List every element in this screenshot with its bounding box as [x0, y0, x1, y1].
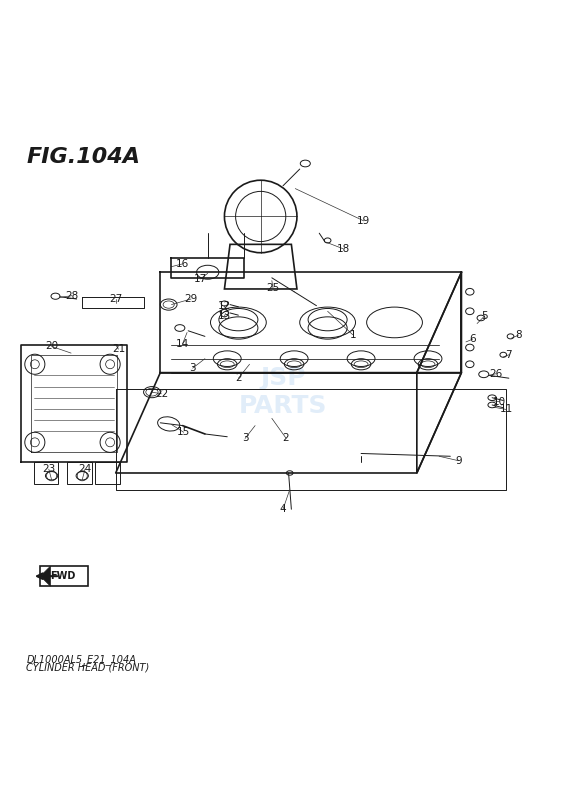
Text: 18: 18 [337, 244, 350, 254]
Text: 4: 4 [280, 505, 286, 514]
Text: JSP
PARTS: JSP PARTS [239, 366, 327, 418]
Polygon shape [40, 566, 50, 586]
Text: 5: 5 [482, 311, 488, 320]
Text: 24: 24 [79, 464, 92, 474]
Text: 6: 6 [469, 334, 476, 344]
Text: 3: 3 [242, 433, 248, 444]
Text: 29: 29 [185, 294, 198, 304]
Text: 7: 7 [505, 350, 512, 360]
Text: 14: 14 [176, 339, 189, 348]
Text: 22: 22 [155, 388, 168, 399]
Text: 15: 15 [177, 427, 190, 437]
Text: 8: 8 [515, 330, 522, 340]
Text: 3: 3 [190, 363, 196, 373]
Text: 13: 13 [218, 312, 231, 321]
Text: 21: 21 [112, 344, 125, 354]
Text: 23: 23 [42, 464, 55, 474]
Text: 10: 10 [493, 396, 506, 407]
Text: 1: 1 [349, 330, 356, 340]
Text: FWD: FWD [50, 571, 75, 582]
Text: 12: 12 [218, 300, 231, 311]
Text: FIG.104A: FIG.104A [27, 147, 140, 167]
Text: 25: 25 [267, 283, 280, 293]
Text: 16: 16 [176, 259, 189, 269]
Text: 19: 19 [357, 216, 371, 226]
Text: DL1000AL5_E21_104A: DL1000AL5_E21_104A [27, 654, 136, 665]
Text: 2: 2 [282, 433, 289, 443]
Text: 28: 28 [66, 291, 79, 300]
Text: 26: 26 [490, 368, 503, 379]
Text: CYLINDER HEAD (FRONT): CYLINDER HEAD (FRONT) [27, 662, 150, 673]
Text: 27: 27 [109, 294, 122, 304]
Text: 11: 11 [499, 405, 513, 414]
Text: 9: 9 [456, 456, 462, 465]
Text: 17: 17 [194, 274, 207, 284]
Text: 2: 2 [235, 373, 242, 383]
Text: 20: 20 [45, 341, 58, 352]
